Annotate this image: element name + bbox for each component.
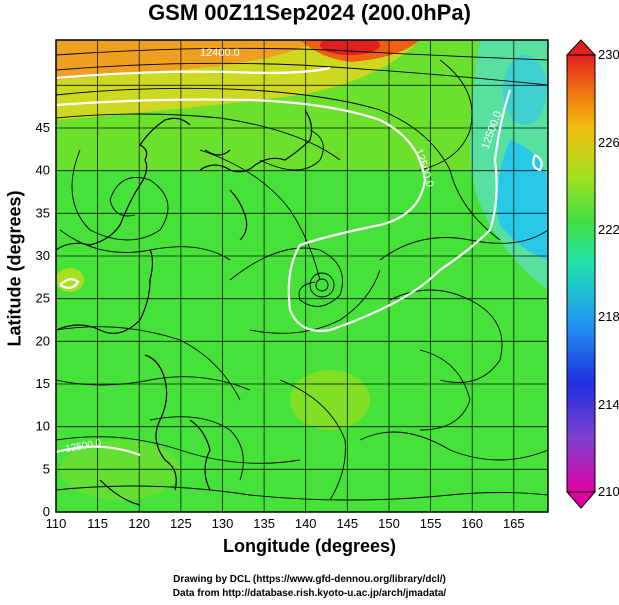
x-tick-label: 110 xyxy=(46,516,67,531)
contour-label-12400: 12400.0 xyxy=(200,47,240,59)
typhoon-center xyxy=(309,272,335,298)
y-tick-label: 15 xyxy=(36,376,50,391)
y-tick-label: 20 xyxy=(36,333,50,348)
colorbar-tick-label: 210 xyxy=(598,484,619,499)
colorbar-tick-label: 214 xyxy=(598,397,619,412)
x-tick-label: 165 xyxy=(503,516,525,531)
y-tick-label: 30 xyxy=(36,248,50,263)
y-tick-label: 35 xyxy=(36,205,50,220)
y-tick-label: 25 xyxy=(36,291,50,306)
colorbar-tick-label: 222 xyxy=(598,222,619,237)
y-tick-label: 10 xyxy=(36,419,50,434)
x-tick-label: 120 xyxy=(128,516,150,531)
x-tick-label: 125 xyxy=(170,516,192,531)
x-tick-label: 130 xyxy=(212,516,234,531)
y-tick-label: 40 xyxy=(36,163,50,178)
colorbar: 230 226 222 218 214 210 xyxy=(565,39,619,509)
colorbar-tick-label: 230 xyxy=(598,47,619,62)
colorbar-tick-label: 218 xyxy=(598,309,619,324)
coastlines xyxy=(56,109,313,506)
colorbar-bottom-arrow xyxy=(565,491,597,509)
colorbar-top-arrow xyxy=(565,39,597,56)
credit-data: Data from http://database.rish.kyoto-u.a… xyxy=(172,588,447,599)
x-tick-label: 150 xyxy=(378,516,400,531)
height-contours xyxy=(56,66,543,457)
x-tick-label: 155 xyxy=(420,516,442,531)
y-axis-title: Latitude (degrees) xyxy=(4,190,25,347)
plot-frame xyxy=(55,39,549,513)
map-plot-area xyxy=(56,40,548,512)
x-tick-label: 145 xyxy=(336,516,358,531)
grid-lines xyxy=(56,40,548,512)
y-tick-label: 45 xyxy=(36,120,50,135)
y-axis: 0 5 10 15 20 25 30 35 40 45 xyxy=(36,120,50,519)
y-tick-label: 0 xyxy=(43,504,50,519)
x-axis: 110 115 120 125 130 135 140 145 150 155 … xyxy=(46,516,525,531)
chart-title: GSM 00Z11Sep2024 (200.0hPa) xyxy=(148,0,471,25)
x-tick-label: 115 xyxy=(87,516,108,531)
colorbar-tick-label: 226 xyxy=(598,135,619,150)
x-tick-label: 160 xyxy=(461,516,483,531)
x-tick-label: 135 xyxy=(253,516,275,531)
x-tick-label: 140 xyxy=(295,516,317,531)
wind-streamlines xyxy=(56,47,548,501)
y-tick-label: 5 xyxy=(43,461,50,476)
colorbar-scale xyxy=(566,54,596,493)
x-axis-title: Longitude (degrees) xyxy=(222,536,396,556)
credit-drawing: Drawing by DCL (https://www.gfd-dennou.o… xyxy=(173,574,446,585)
